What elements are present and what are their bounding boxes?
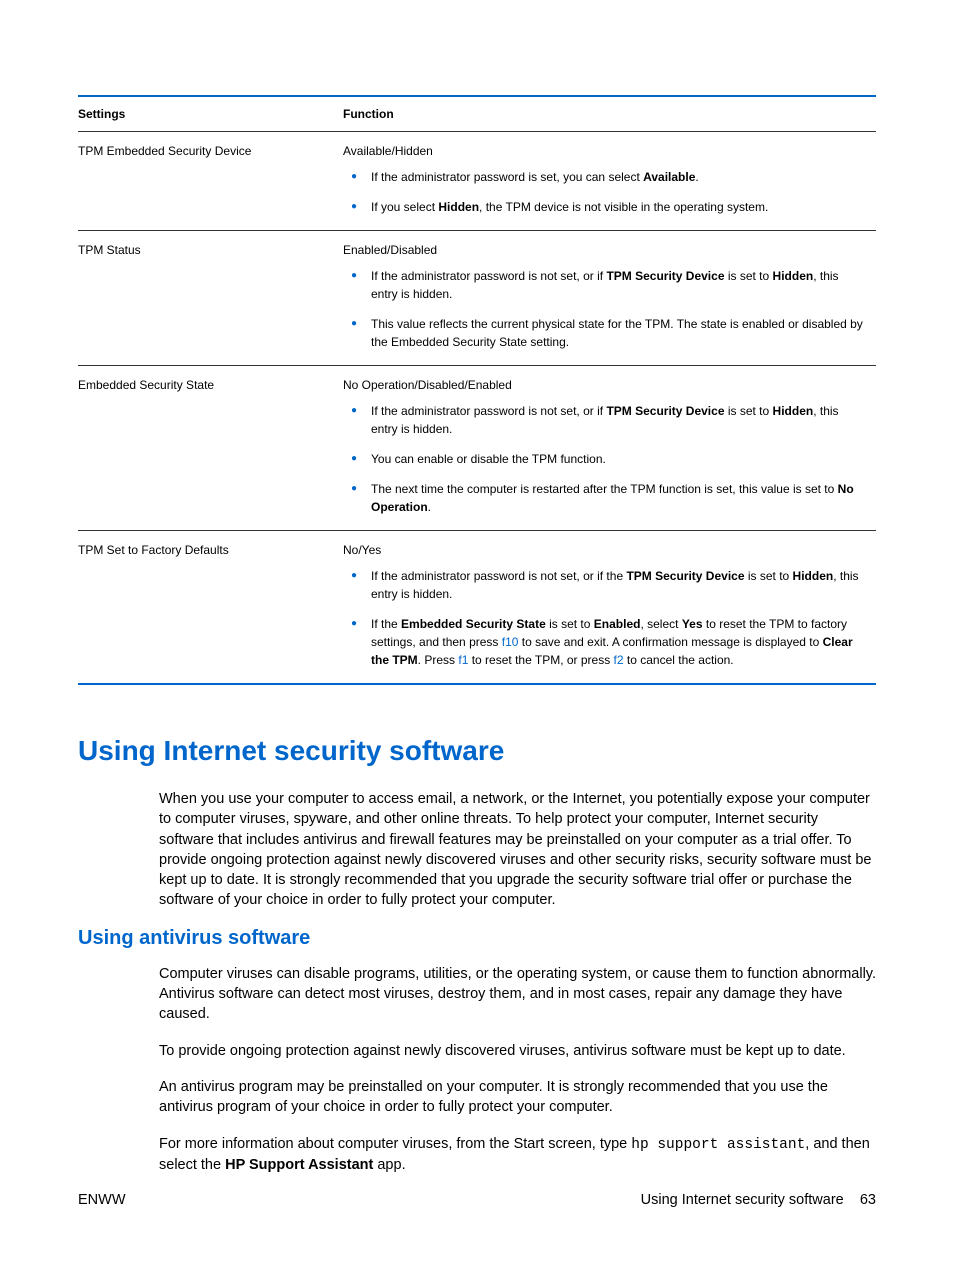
text-run: Hidden xyxy=(793,569,834,583)
function-head: No/Yes xyxy=(343,541,868,559)
bullet-item: This value reflects the current physical… xyxy=(343,315,868,351)
text-run: is set to xyxy=(546,617,594,631)
text-run: If the xyxy=(371,617,401,631)
bullet-item: The next time the computer is restarted … xyxy=(343,480,868,516)
text-run: The next time the computer is restarted … xyxy=(371,482,838,496)
text-run: Embedded Security State xyxy=(401,617,546,631)
setting-name: TPM Embedded Security Device xyxy=(78,132,343,231)
text-run: to reset the TPM, or press xyxy=(468,653,613,667)
setting-name: TPM Status xyxy=(78,231,343,366)
para-antivirus-3: An antivirus program may be preinstalled… xyxy=(78,1077,876,1118)
bullet-item: If the Embedded Security State is set to… xyxy=(343,615,868,669)
text-run: is set to xyxy=(725,404,773,418)
footer-section-title: Using Internet security software xyxy=(641,1192,844,1208)
footer-left: ENWW xyxy=(78,1192,126,1208)
text-run: , select xyxy=(640,617,681,631)
text-run: If the administrator password is not set… xyxy=(371,269,606,283)
setting-function: No/Yes If the administrator password is n… xyxy=(343,531,876,685)
text-run: to save and exit. A confirmation message… xyxy=(518,635,822,649)
text-run: . xyxy=(695,170,698,184)
setting-function: Enabled/Disabled If the administrator pas… xyxy=(343,231,876,366)
text-run: is set to xyxy=(725,269,773,283)
heading-antivirus: Using antivirus software xyxy=(78,927,876,950)
function-head: Enabled/Disabled xyxy=(343,241,868,259)
para-antivirus-2: To provide ongoing protection against ne… xyxy=(78,1041,876,1061)
text-run: , the TPM device is not visible in the o… xyxy=(479,200,768,214)
page-content: Settings Function TPM Embedded Security … xyxy=(0,0,954,1175)
setting-function: Available/Hidden If the administrator pas… xyxy=(343,132,876,231)
settings-table: Settings Function TPM Embedded Security … xyxy=(78,95,876,685)
text-run: . xyxy=(428,500,431,514)
bullet-list: If the administrator password is set, yo… xyxy=(343,168,868,216)
text-run: Hidden xyxy=(773,404,814,418)
bullet-item: If the administrator password is not set… xyxy=(343,567,868,603)
text-run: Enabled xyxy=(594,617,641,631)
text-run: TPM Security Device xyxy=(606,404,724,418)
function-head: No Operation/Disabled/Enabled xyxy=(343,376,868,394)
bullet-item: If the administrator password is not set… xyxy=(343,267,868,303)
text-run: f1 xyxy=(458,653,468,667)
text-run: This value reflects the current physical… xyxy=(371,317,863,349)
bullet-list: If the administrator password is not set… xyxy=(343,567,868,669)
heading-internet-security: Using Internet security software xyxy=(78,735,876,767)
footer-right: Using Internet security software 63 xyxy=(641,1192,876,1208)
para-antivirus-1: Computer viruses can disable programs, u… xyxy=(78,964,876,1025)
text-run: If you select xyxy=(371,200,438,214)
bullet-item: If the administrator password is set, yo… xyxy=(343,168,868,186)
text-run: If the administrator password is not set… xyxy=(371,569,626,583)
text-run: TPM Security Device xyxy=(606,269,724,283)
text-run: f10 xyxy=(502,635,519,649)
bullet-item: If the administrator password is not set… xyxy=(343,402,868,438)
table-row: TPM Set to Factory DefaultsNo/Yes If the … xyxy=(78,531,876,685)
setting-function: No Operation/Disabled/Enabled If the admi… xyxy=(343,366,876,531)
text-run: is set to xyxy=(745,569,793,583)
text-run: If the administrator password is not set… xyxy=(371,404,606,418)
bullet-list: If the administrator password is not set… xyxy=(343,267,868,351)
bullet-item: You can enable or disable the TPM functi… xyxy=(343,450,868,468)
table-header-settings: Settings xyxy=(78,96,343,132)
text-run: to cancel the action. xyxy=(624,653,734,667)
text-run: Hidden xyxy=(773,269,814,283)
text-run: f2 xyxy=(614,653,624,667)
table-row: TPM StatusEnabled/Disabled If the adminis… xyxy=(78,231,876,366)
text-run: Yes xyxy=(682,617,703,631)
table-row: TPM Embedded Security DeviceAvailable/Hi… xyxy=(78,132,876,231)
para-internet-security: When you use your computer to access ema… xyxy=(78,789,876,911)
text-fragment: For more information about computer viru… xyxy=(159,1136,631,1152)
text-fragment: app. xyxy=(373,1157,405,1173)
text-run: You can enable or disable the TPM functi… xyxy=(371,452,606,466)
setting-name: TPM Set to Factory Defaults xyxy=(78,531,343,685)
text-run: If the administrator password is set, yo… xyxy=(371,170,643,184)
para-antivirus-4: For more information about computer viru… xyxy=(78,1134,876,1176)
text-bold: HP Support Assistant xyxy=(225,1157,373,1173)
text-run: TPM Security Device xyxy=(626,569,744,583)
text-run: . Press xyxy=(418,653,459,667)
page-footer: ENWW Using Internet security software 63 xyxy=(78,1192,876,1208)
bullet-item: If you select Hidden, the TPM device is … xyxy=(343,198,868,216)
bullet-list: If the administrator password is not set… xyxy=(343,402,868,516)
footer-page-number: 63 xyxy=(860,1192,876,1208)
table-row: Embedded Security StateNo Operation/Disa… xyxy=(78,366,876,531)
text-run: Available xyxy=(643,170,695,184)
text-run: Hidden xyxy=(438,200,479,214)
setting-name: Embedded Security State xyxy=(78,366,343,531)
function-head: Available/Hidden xyxy=(343,142,868,160)
table-header-function: Function xyxy=(343,96,876,132)
text-mono: hp support assistant xyxy=(631,1137,805,1153)
